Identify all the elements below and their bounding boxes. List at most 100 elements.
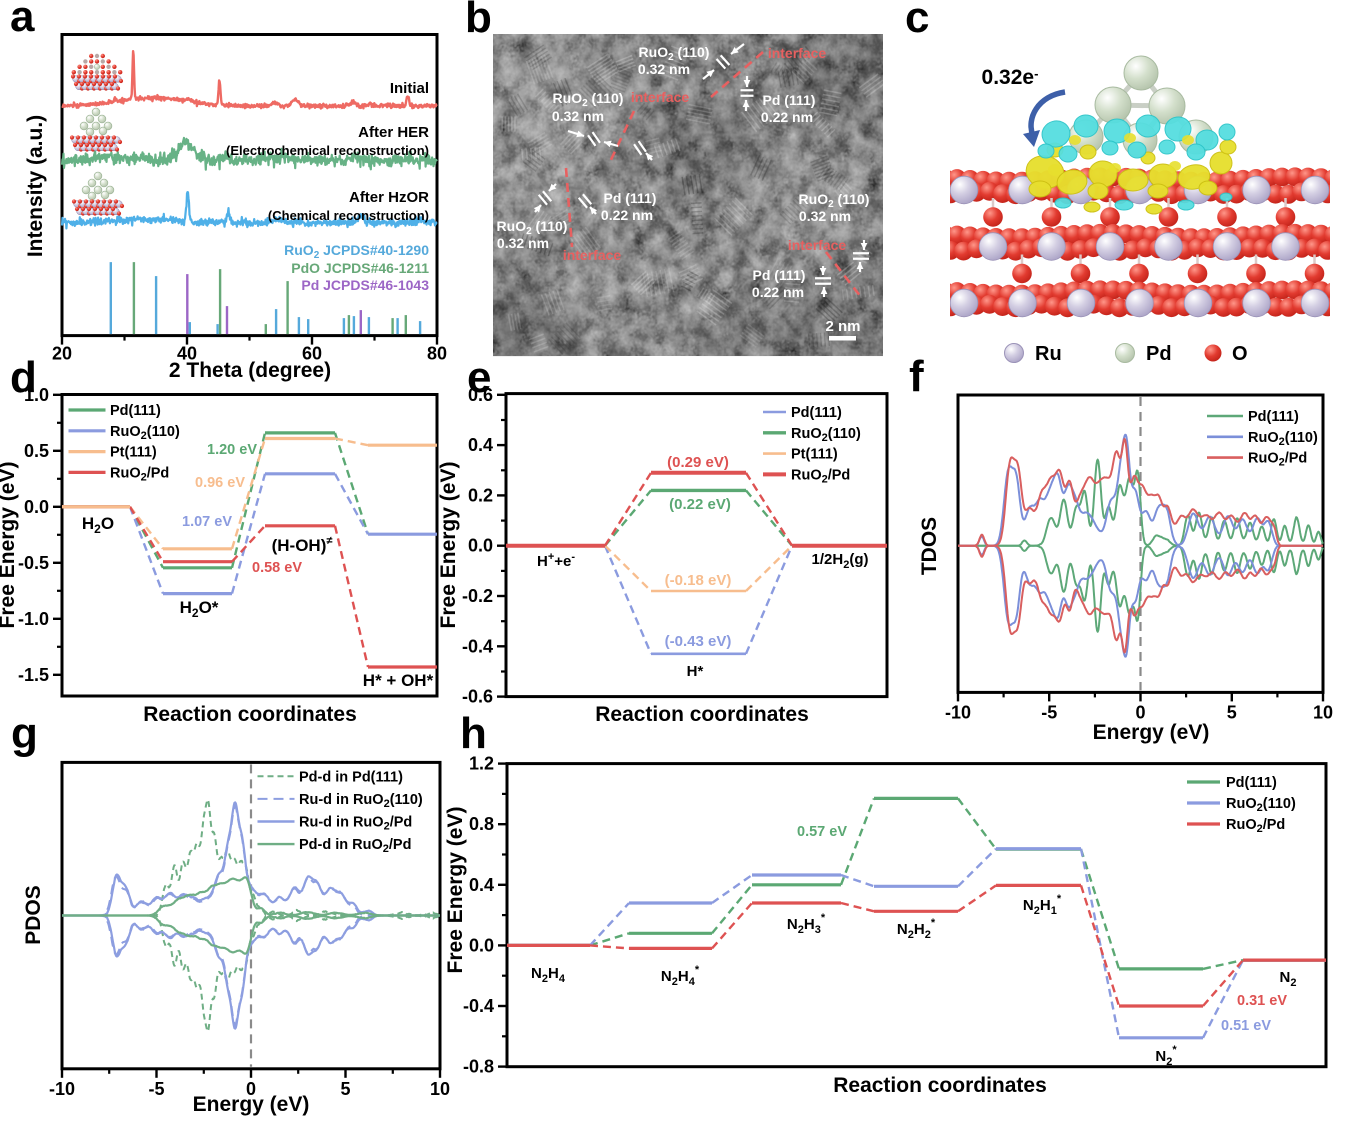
svg-text:Ru-d in RuO2/Pd: Ru-d in RuO2/Pd xyxy=(299,815,412,833)
svg-text:(Chemical reconstruction): (Chemical reconstruction) xyxy=(268,208,429,223)
svg-text:-10: -10 xyxy=(49,1079,75,1099)
svg-text:0.32 nm: 0.32 nm xyxy=(638,61,690,77)
svg-text:0.22 nm: 0.22 nm xyxy=(601,207,653,223)
svg-text:RuO2 JCPDS#40-1290: RuO2 JCPDS#40-1290 xyxy=(284,242,429,261)
svg-text:After HER: After HER xyxy=(358,124,429,141)
svg-text:0.0: 0.0 xyxy=(24,497,49,517)
svg-text:(H-OH)≠: (H-OH)≠ xyxy=(272,535,333,555)
svg-text:RuO2/Pd: RuO2/Pd xyxy=(1226,817,1285,835)
svg-text:RuO2/Pd: RuO2/Pd xyxy=(1248,451,1307,469)
svg-text:Free Energy (eV): Free Energy (eV) xyxy=(444,807,467,974)
svg-text:0.22 nm: 0.22 nm xyxy=(761,109,813,125)
svg-text:d: d xyxy=(10,353,37,402)
svg-text:RuO2(110): RuO2(110) xyxy=(110,424,180,442)
svg-text:-0.4: -0.4 xyxy=(462,636,493,656)
svg-text:RuO2 (110): RuO2 (110) xyxy=(497,218,568,237)
svg-text:RuO2/Pd: RuO2/Pd xyxy=(110,465,169,483)
svg-text:N2H4*: N2H4* xyxy=(661,964,700,988)
svg-text:Pd-d in RuO2/Pd: Pd-d in RuO2/Pd xyxy=(299,837,411,855)
svg-text:Pd (111): Pd (111) xyxy=(753,267,806,283)
svg-text:interface: interface xyxy=(768,45,827,61)
svg-text:1.07 eV: 1.07 eV xyxy=(182,514,232,530)
svg-text:0.58 eV: 0.58 eV xyxy=(252,560,302,576)
svg-text:0.2: 0.2 xyxy=(468,485,493,505)
svg-text:f: f xyxy=(909,352,924,401)
svg-text:-0.5: -0.5 xyxy=(18,553,49,573)
svg-text:Pd (111): Pd (111) xyxy=(604,190,657,206)
svg-text:O: O xyxy=(1232,343,1248,365)
svg-text:Pd(111): Pd(111) xyxy=(110,403,161,419)
svg-text:Ru: Ru xyxy=(1035,343,1062,365)
svg-text:Initial: Initial xyxy=(390,80,429,97)
svg-text:interface: interface xyxy=(563,247,622,263)
svg-text:20: 20 xyxy=(52,344,72,364)
svg-text:5: 5 xyxy=(1227,702,1237,722)
svg-text:1.0: 1.0 xyxy=(24,385,49,405)
svg-text:RuO2/Pd: RuO2/Pd xyxy=(791,467,850,485)
svg-text:N2H3*: N2H3* xyxy=(787,912,826,936)
svg-text:-10: -10 xyxy=(945,702,971,722)
svg-text:1/2H2(g): 1/2H2(g) xyxy=(812,551,869,571)
svg-text:10: 10 xyxy=(1313,702,1333,722)
svg-text:a: a xyxy=(10,0,35,41)
svg-text:Pd (111): Pd (111) xyxy=(763,92,816,108)
svg-text:Reaction coordinates: Reaction coordinates xyxy=(143,703,357,726)
svg-text:-5: -5 xyxy=(1041,702,1057,722)
svg-text:H++e-: H++e- xyxy=(537,551,575,570)
svg-text:-5: -5 xyxy=(148,1079,164,1099)
svg-text:N2H1*: N2H1* xyxy=(1023,893,1062,917)
svg-text:0.5: 0.5 xyxy=(24,441,49,461)
svg-text:(-0.43 eV): (-0.43 eV) xyxy=(665,633,732,650)
svg-text:0.32 nm: 0.32 nm xyxy=(552,108,604,124)
svg-text:-0.8: -0.8 xyxy=(463,1057,494,1077)
svg-text:0.8: 0.8 xyxy=(469,814,494,834)
svg-text:N2H2*: N2H2* xyxy=(897,917,936,941)
svg-text:(0.22 eV): (0.22 eV) xyxy=(669,496,731,513)
svg-text:RuO2 (110): RuO2 (110) xyxy=(553,90,624,109)
svg-text:RuO2(110): RuO2(110) xyxy=(1226,796,1296,814)
svg-text:Pd JCPDS#46-1043: Pd JCPDS#46-1043 xyxy=(301,277,429,293)
svg-text:0.51 eV: 0.51 eV xyxy=(1221,1018,1271,1034)
svg-text:Intensity (a.u.): Intensity (a.u.) xyxy=(24,115,47,257)
svg-text:Free Energy (eV): Free Energy (eV) xyxy=(437,462,460,629)
svg-text:0.4: 0.4 xyxy=(469,875,494,895)
svg-text:(-0.18 eV): (-0.18 eV) xyxy=(665,572,732,589)
svg-text:0.0: 0.0 xyxy=(469,935,494,955)
svg-text:0.32e-: 0.32e- xyxy=(982,66,1039,89)
svg-text:H2O*: H2O* xyxy=(180,598,219,620)
svg-text:RuO2(110): RuO2(110) xyxy=(1248,430,1318,448)
svg-text:Pt(111): Pt(111) xyxy=(110,445,157,461)
svg-text:(0.29 eV): (0.29 eV) xyxy=(667,454,729,471)
svg-text:-0.6: -0.6 xyxy=(462,687,493,707)
svg-text:Ru-d in RuO2(110): Ru-d in RuO2(110) xyxy=(299,792,423,810)
svg-text:Pd(111): Pd(111) xyxy=(791,405,842,421)
svg-text:PDOS: PDOS xyxy=(22,885,45,945)
svg-text:1.20 eV: 1.20 eV xyxy=(207,442,257,458)
svg-text:RuO2(110): RuO2(110) xyxy=(791,426,861,444)
svg-text:0.6: 0.6 xyxy=(468,385,493,405)
svg-text:Energy (eV): Energy (eV) xyxy=(193,1093,310,1116)
svg-text:TDOS: TDOS xyxy=(918,517,941,575)
svg-text:(Electrochemical reconstructio: (Electrochemical reconstruction) xyxy=(226,143,429,158)
svg-text:0.4: 0.4 xyxy=(468,435,493,455)
svg-text:RuO2 (110): RuO2 (110) xyxy=(639,44,710,63)
svg-text:After HzOR: After HzOR xyxy=(349,189,429,206)
svg-text:5: 5 xyxy=(340,1079,350,1099)
svg-text:g: g xyxy=(11,709,38,758)
svg-text:0.0: 0.0 xyxy=(468,536,493,556)
svg-text:H*: H* xyxy=(687,663,704,680)
svg-text:Pd(111): Pd(111) xyxy=(1226,775,1277,791)
svg-text:Free Energy (eV): Free Energy (eV) xyxy=(0,462,19,629)
svg-text:60: 60 xyxy=(302,344,322,364)
svg-text:-0.2: -0.2 xyxy=(462,586,493,606)
svg-text:-1.5: -1.5 xyxy=(18,665,49,685)
svg-text:-1.0: -1.0 xyxy=(18,609,49,629)
svg-text:0.22 nm: 0.22 nm xyxy=(752,284,804,300)
svg-text:0: 0 xyxy=(1135,702,1145,722)
svg-text:Pt(111): Pt(111) xyxy=(791,447,838,463)
svg-text:H2O: H2O xyxy=(82,514,114,536)
svg-text:H* + OH*: H* + OH* xyxy=(363,671,434,690)
svg-text:0.57 eV: 0.57 eV xyxy=(797,824,847,840)
svg-text:c: c xyxy=(905,0,929,42)
svg-text:Pd: Pd xyxy=(1146,343,1172,365)
